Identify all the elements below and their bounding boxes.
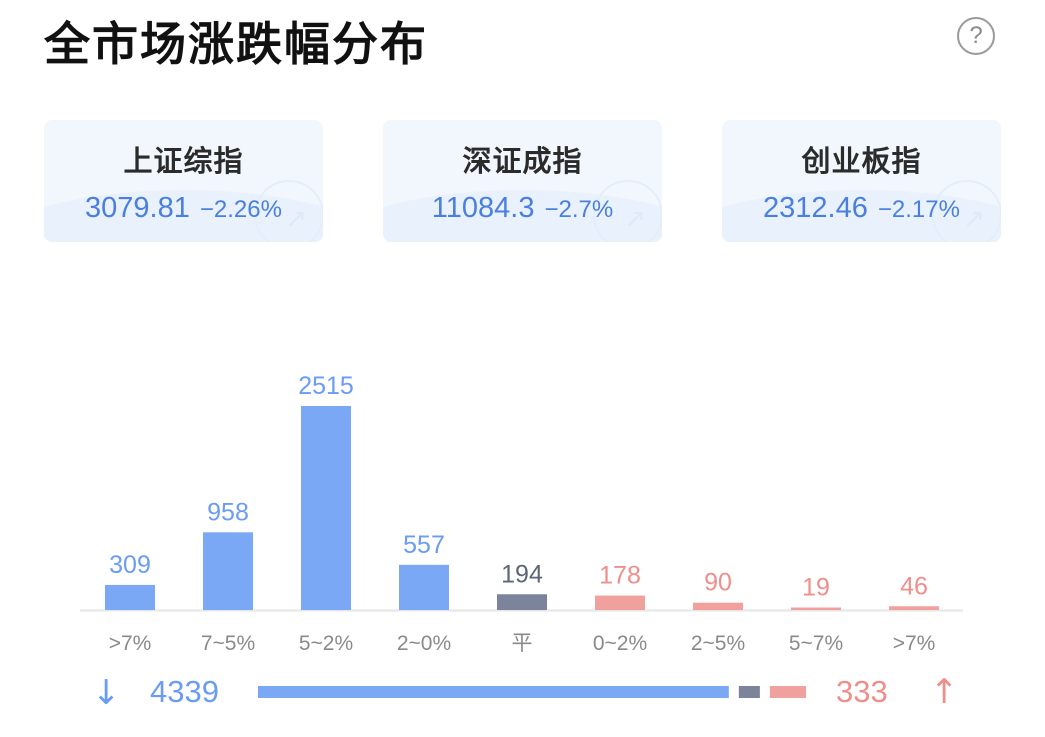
summary-flat-bar (738, 686, 760, 698)
bar-value-label: 90 (704, 569, 732, 597)
trend-arrow-icon: ↗ (963, 204, 985, 234)
summary-up-bar (769, 686, 806, 698)
bar-value-label: 19 (802, 574, 830, 602)
index-price: 2312.46 (763, 192, 868, 224)
x-tick-label: 5~7% (789, 632, 843, 655)
index-change: −2.17% (877, 196, 960, 223)
x-tick-label: >7% (109, 632, 152, 655)
summary-down-bar (258, 686, 729, 698)
up-arrow-icon: ↑ (930, 672, 959, 712)
trend-arrow-icon: ↗ (285, 204, 307, 234)
down-arrow-icon: ↓ (92, 673, 121, 713)
bar-value-label: 46 (900, 572, 928, 600)
up-total: 333 (836, 674, 888, 709)
index-price: 11084.3 (431, 192, 535, 224)
page-title: 全市场涨跌幅分布 (44, 17, 428, 71)
bar-0 (105, 584, 155, 610)
index-name: 创业板指 (801, 144, 922, 178)
bar-7 (791, 607, 841, 610)
index-name: 深证成指 (462, 144, 583, 178)
index-values: 11084.3 −2.7% (383, 192, 662, 225)
x-tick-label: 2~5% (691, 632, 745, 655)
index-card-sh[interactable]: 上证综指 3079.81 −2.26% ↗ (44, 120, 323, 242)
down-total: 4339 (150, 674, 219, 709)
index-card-cyb[interactable]: 创业板指 2312.46 −2.17% ↗ (722, 120, 1001, 242)
bar-3 (399, 564, 449, 610)
bar-2 (301, 406, 351, 610)
card-decoration (254, 180, 323, 242)
index-change: −2.26% (199, 196, 282, 223)
index-card-sz[interactable]: 深证成指 11084.3 −2.7% ↗ (383, 120, 662, 242)
x-tick-label: >7% (893, 632, 936, 655)
bar-6 (693, 602, 743, 610)
index-values: 3079.81 −2.26% (44, 192, 323, 225)
bar-8 (889, 606, 939, 610)
help-icon[interactable]: ? (957, 17, 995, 55)
index-price: 3079.81 (85, 192, 190, 224)
x-tick-label: 5~2% (299, 632, 353, 655)
card-decoration (593, 180, 662, 242)
index-name: 上证综指 (123, 144, 244, 178)
bar-value-label: 309 (109, 551, 151, 579)
card-decoration (932, 180, 1001, 242)
x-tick-label: 7~5% (201, 632, 255, 655)
bar-4 (497, 594, 547, 610)
bar-1 (203, 532, 253, 610)
x-tick-label: 0~2% (593, 632, 647, 655)
bar-5 (595, 595, 645, 610)
bar-value-label: 194 (501, 560, 543, 588)
bar-value-label: 2515 (298, 372, 354, 400)
bar-value-label: 958 (207, 498, 249, 526)
bar-value-label: 557 (403, 531, 445, 559)
bar-value-label: 178 (599, 562, 641, 590)
x-tick-label: 2~0% (397, 632, 451, 655)
x-tick-label: 平 (512, 632, 533, 655)
index-change: −2.7% (544, 196, 614, 223)
index-values: 2312.46 −2.17% (722, 192, 1001, 225)
trend-arrow-icon: ↗ (624, 204, 646, 234)
